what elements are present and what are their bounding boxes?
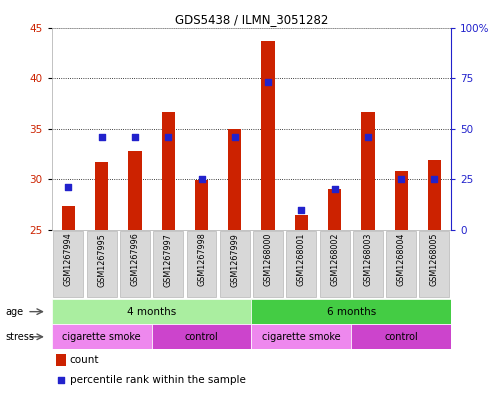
- Text: cigarette smoke: cigarette smoke: [63, 332, 141, 342]
- FancyBboxPatch shape: [253, 231, 283, 297]
- Text: GSM1267995: GSM1267995: [97, 233, 106, 286]
- Text: GSM1267999: GSM1267999: [230, 233, 239, 286]
- FancyBboxPatch shape: [153, 231, 183, 297]
- Text: GSM1267998: GSM1267998: [197, 233, 206, 286]
- Title: GDS5438 / ILMN_3051282: GDS5438 / ILMN_3051282: [175, 13, 328, 26]
- Text: GSM1268001: GSM1268001: [297, 233, 306, 286]
- Text: control: control: [385, 332, 418, 342]
- FancyBboxPatch shape: [319, 231, 350, 297]
- Bar: [52, 299, 251, 324]
- Point: [98, 134, 106, 140]
- Point: [297, 206, 305, 213]
- Bar: [428, 160, 441, 230]
- Bar: [52, 324, 152, 349]
- Bar: [361, 112, 375, 230]
- Text: GSM1268000: GSM1268000: [264, 233, 273, 286]
- Text: GSM1268004: GSM1268004: [397, 233, 406, 286]
- Text: stress: stress: [5, 332, 34, 342]
- Text: 6 months: 6 months: [327, 307, 376, 317]
- Bar: [95, 162, 108, 230]
- Bar: [295, 215, 308, 230]
- Point: [231, 134, 239, 140]
- Bar: [251, 299, 451, 324]
- Text: control: control: [185, 332, 218, 342]
- FancyBboxPatch shape: [420, 231, 450, 297]
- Point: [264, 79, 272, 85]
- Text: GSM1267994: GSM1267994: [64, 233, 73, 286]
- FancyBboxPatch shape: [286, 231, 317, 297]
- Bar: [152, 324, 251, 349]
- Point: [164, 134, 172, 140]
- FancyBboxPatch shape: [120, 231, 150, 297]
- Point: [364, 134, 372, 140]
- Text: GSM1268003: GSM1268003: [363, 233, 372, 286]
- FancyBboxPatch shape: [186, 231, 216, 297]
- Bar: [228, 129, 242, 230]
- Text: count: count: [70, 355, 99, 365]
- Point: [65, 184, 72, 191]
- Text: GSM1268005: GSM1268005: [430, 233, 439, 286]
- Point: [198, 176, 206, 182]
- Point: [131, 134, 139, 140]
- Bar: [62, 206, 75, 230]
- Text: GSM1267997: GSM1267997: [164, 233, 173, 286]
- Point: [397, 176, 405, 182]
- Bar: [251, 324, 352, 349]
- Bar: [195, 180, 208, 230]
- Text: percentile rank within the sample: percentile rank within the sample: [70, 375, 246, 386]
- Bar: [128, 151, 141, 230]
- FancyBboxPatch shape: [87, 231, 117, 297]
- FancyBboxPatch shape: [353, 231, 383, 297]
- Bar: [352, 324, 451, 349]
- FancyBboxPatch shape: [220, 231, 250, 297]
- Text: GSM1268002: GSM1268002: [330, 233, 339, 286]
- Point: [430, 176, 438, 182]
- Text: age: age: [5, 307, 23, 317]
- Bar: [162, 112, 175, 230]
- Text: 4 months: 4 months: [127, 307, 176, 317]
- Bar: [394, 171, 408, 230]
- Text: cigarette smoke: cigarette smoke: [262, 332, 341, 342]
- Point: [331, 186, 339, 193]
- FancyBboxPatch shape: [386, 231, 416, 297]
- Text: GSM1267996: GSM1267996: [131, 233, 140, 286]
- Bar: [328, 189, 341, 230]
- Point: [57, 377, 65, 384]
- Bar: [56, 354, 66, 366]
- Bar: [261, 40, 275, 230]
- FancyBboxPatch shape: [53, 231, 83, 297]
